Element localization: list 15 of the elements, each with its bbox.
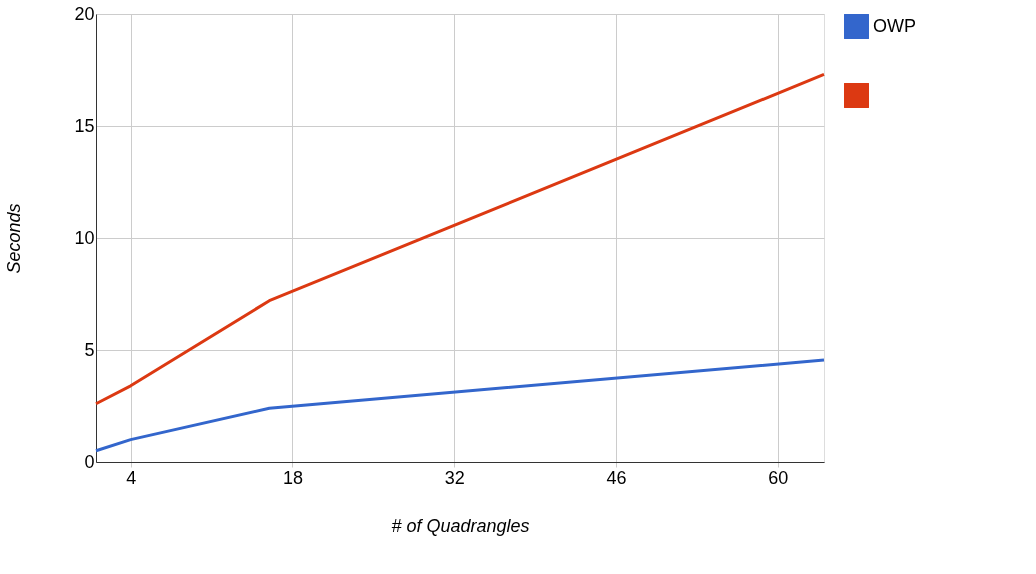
line-series [94, 358, 826, 453]
x-tick-label: 46 [606, 467, 627, 488]
y-tick-label: 0 [84, 451, 95, 472]
x-tick-label: 18 [282, 467, 303, 488]
x-tick-label: 4 [126, 467, 137, 488]
y-tick-label: 15 [74, 115, 95, 136]
x-tick-label: 60 [768, 467, 789, 488]
y-tick-label: 5 [84, 339, 95, 360]
x-tick-label: 32 [444, 467, 465, 488]
y-tick-label: 20 [74, 3, 95, 24]
line-series [94, 72, 826, 406]
y-tick-label: 10 [74, 227, 95, 248]
y-axis-title: Seconds [4, 203, 25, 274]
legend-label: OWP [873, 15, 916, 36]
x-axis-title: # of Quadrangles [391, 515, 530, 536]
